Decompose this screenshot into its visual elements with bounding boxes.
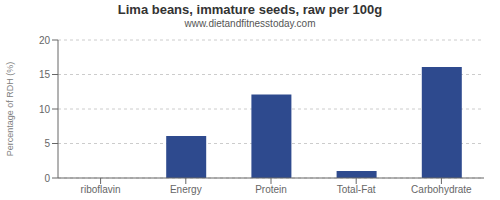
svg-text:20: 20: [39, 35, 51, 46]
svg-text:riboflavin: riboflavin: [81, 184, 121, 195]
svg-text:Percentage of RDH (%): Percentage of RDH (%): [8, 62, 15, 157]
svg-text:10: 10: [39, 104, 51, 115]
svg-text:Carbohydrate: Carbohydrate: [411, 184, 472, 195]
html-text:Lima beans, immature seeds, ra: Lima beans, immature seeds, raw per 100g: [117, 2, 383, 17]
svg-text:15: 15: [39, 69, 51, 80]
svg-text:Total-Fat: Total-Fat: [337, 184, 376, 195]
html-text:www.dietandfitnesstoday.com: www.dietandfitnesstoday.com: [184, 17, 316, 29]
svg-text:Energy: Energy: [170, 184, 202, 195]
svg-text:5: 5: [44, 138, 50, 149]
svg-text:Protein: Protein: [255, 184, 287, 195]
svg-text:0: 0: [44, 173, 50, 184]
